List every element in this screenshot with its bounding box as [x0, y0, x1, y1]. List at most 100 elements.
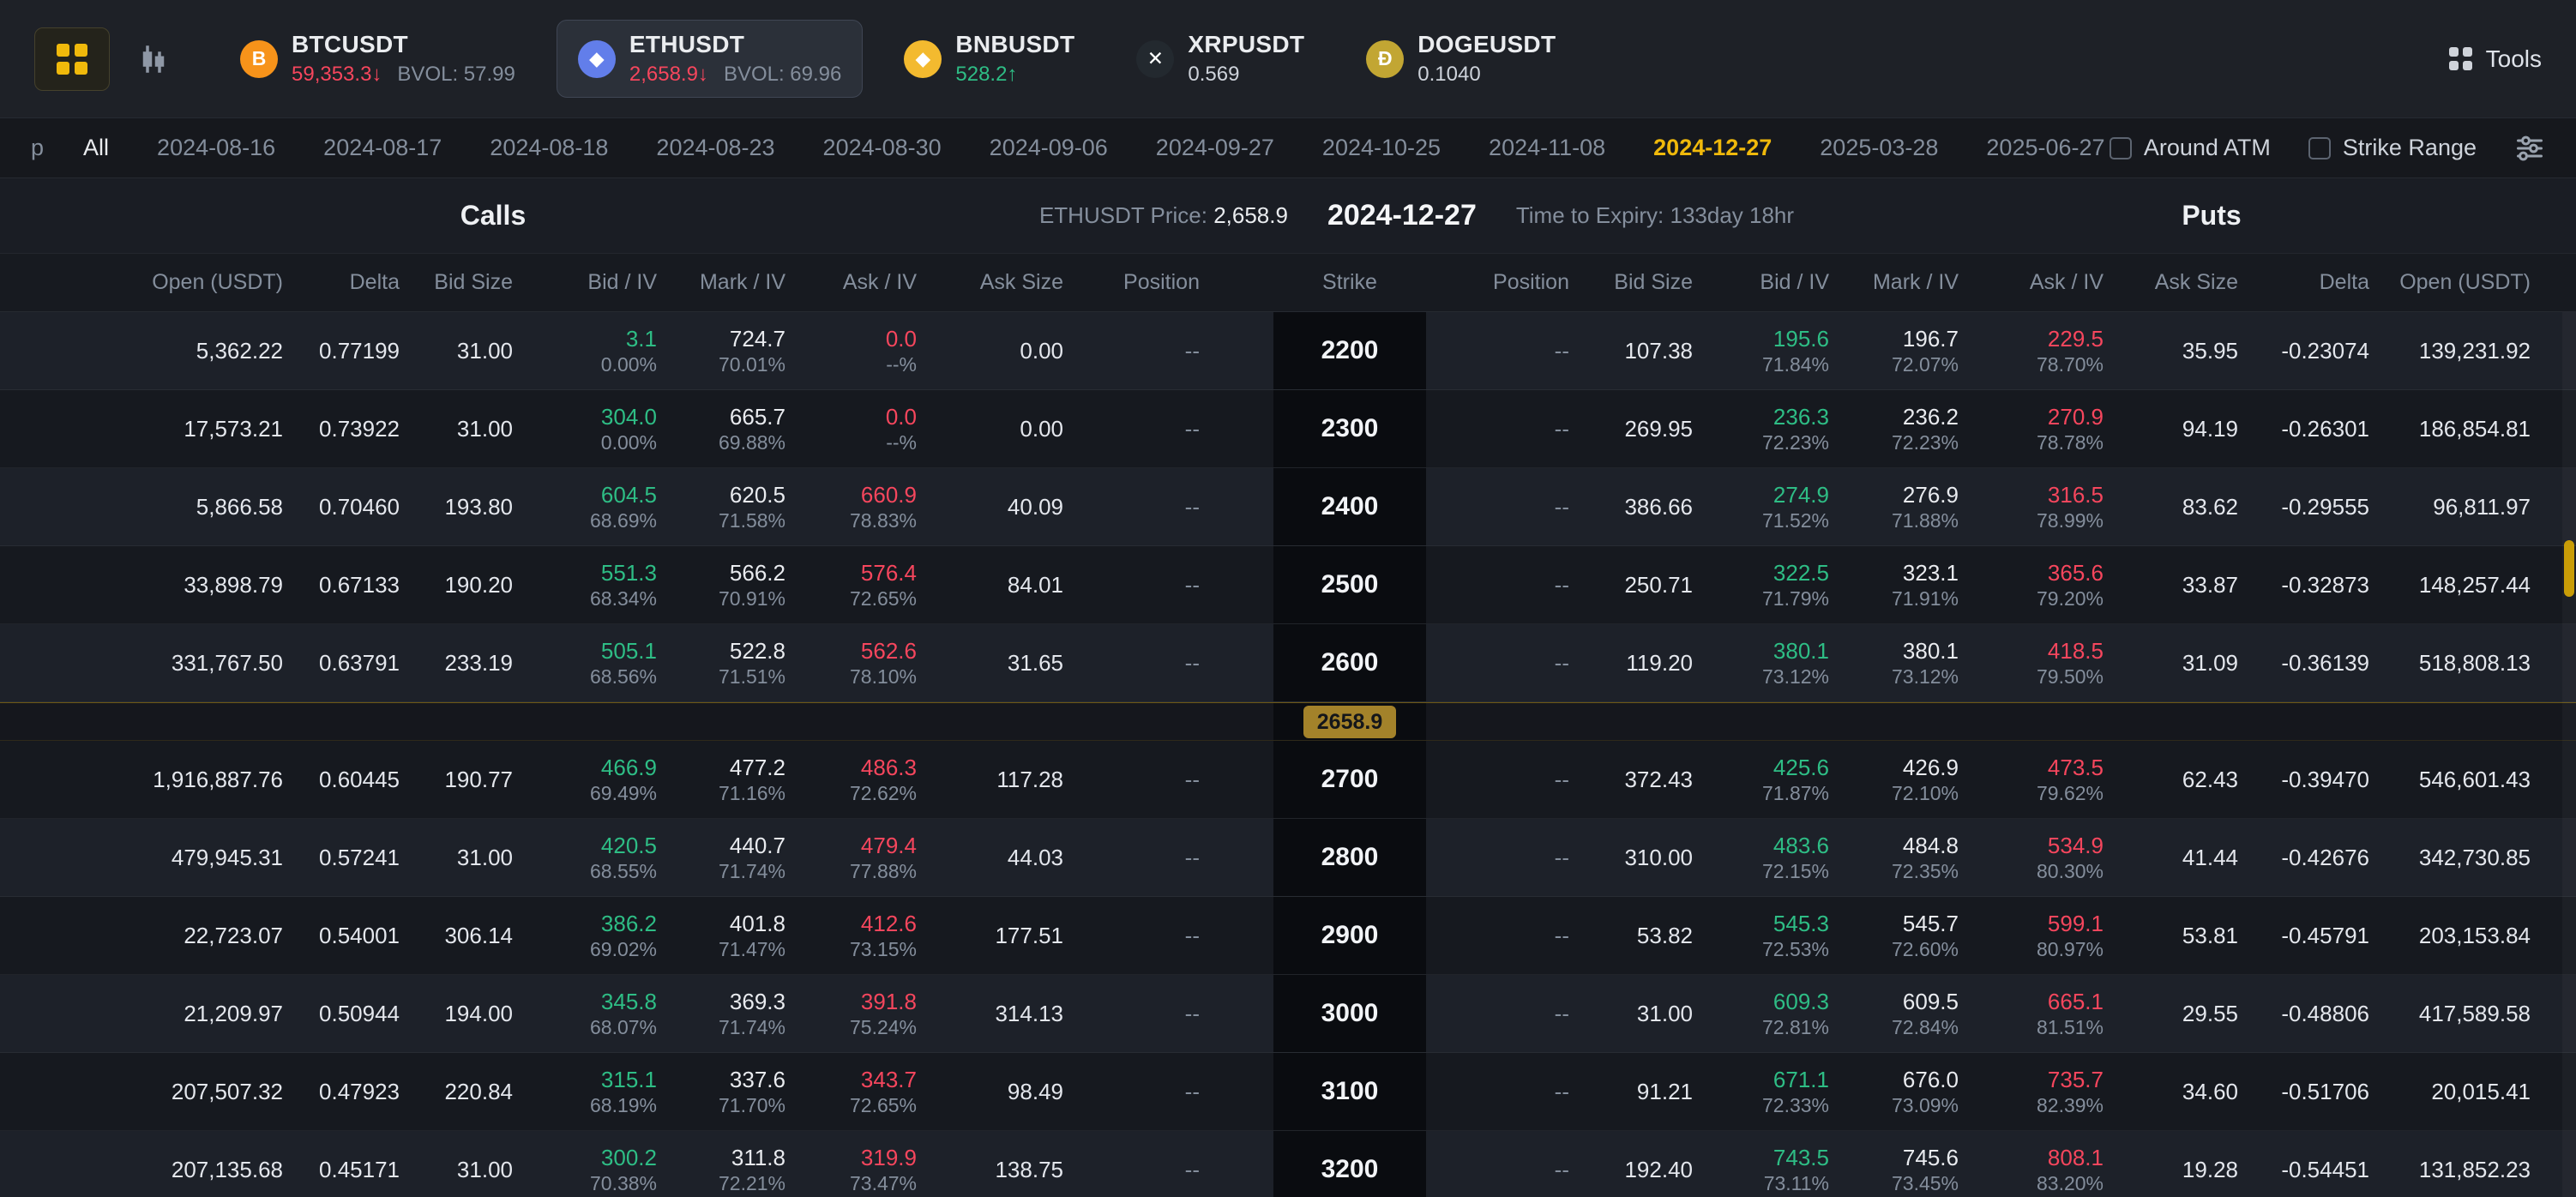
date-tab-2024-09-06[interactable]: 2024-09-06	[989, 135, 1108, 160]
call-bid[interactable]: 3.1 0.00%	[513, 312, 657, 389]
put-bid[interactable]: 274.9 71.52%	[1693, 468, 1829, 545]
date-tab-2024-11-08[interactable]: 2024-11-08	[1489, 135, 1606, 160]
put-ask[interactable]: 534.9 80.30%	[1959, 819, 2104, 896]
put-mark[interactable]: 196.7 72.07%	[1829, 312, 1959, 389]
call-bid[interactable]: 604.5 68.69%	[513, 468, 657, 545]
put-ask[interactable]: 365.6 79.20%	[1959, 546, 2104, 623]
call-bid[interactable]: 420.5 68.55%	[513, 819, 657, 896]
put-ask[interactable]: 473.5 79.62%	[1959, 741, 2104, 818]
put-mark[interactable]: 545.7 72.60%	[1829, 897, 1959, 974]
date-tab-2024-08-18[interactable]: 2024-08-18	[490, 135, 609, 160]
put-bid[interactable]: 195.6 71.84%	[1693, 312, 1829, 389]
call-bid[interactable]: 300.2 70.38%	[513, 1131, 657, 1197]
ticker-ethusdt[interactable]: ◆ ETHUSDT 2,658.9↓ BVOL: 69.96	[556, 20, 864, 98]
call-mark[interactable]: 665.7 69.88%	[657, 390, 785, 467]
call-ask[interactable]: 343.7 72.65%	[785, 1053, 917, 1130]
put-mark[interactable]: 380.1 73.12%	[1829, 624, 1959, 701]
put-bid[interactable]: 609.3 72.81%	[1693, 975, 1829, 1052]
chart-icon[interactable]	[135, 41, 172, 77]
ticker-btcusdt[interactable]: B BTCUSDT 59,353.3↓ BVOL: 57.99	[220, 21, 536, 97]
call-mark[interactable]: 724.7 70.01%	[657, 312, 785, 389]
put-bid[interactable]: 236.3 72.23%	[1693, 390, 1829, 467]
strike-range-checkbox[interactable]: Strike Range	[2308, 135, 2477, 161]
date-tab-2024-08-30[interactable]: 2024-08-30	[822, 135, 942, 160]
call-ask[interactable]: 412.6 73.15%	[785, 897, 917, 974]
call-ask[interactable]: 0.0 --%	[785, 312, 917, 389]
call-ask-iv: --%	[886, 430, 917, 454]
date-tab-all[interactable]: All	[83, 135, 110, 160]
ticker-bnbusdt[interactable]: ◆ BNBUSDT 528.2↑	[883, 21, 1095, 97]
date-tab-2025-03-28[interactable]: 2025-03-28	[1820, 135, 1939, 160]
call-bid[interactable]: 551.3 68.34%	[513, 546, 657, 623]
put-bid[interactable]: 545.3 72.53%	[1693, 897, 1829, 974]
date-tab-2024-10-25[interactable]: 2024-10-25	[1321, 135, 1441, 160]
put-ask[interactable]: 270.9 78.78%	[1959, 390, 2104, 467]
put-ask[interactable]: 808.1 83.20%	[1959, 1131, 2104, 1197]
call-mark[interactable]: 440.7 71.74%	[657, 819, 785, 896]
put-mark[interactable]: 745.6 73.45%	[1829, 1131, 1959, 1197]
call-mark[interactable]: 369.3 71.74%	[657, 975, 785, 1052]
call-ask[interactable]: 660.9 78.83%	[785, 468, 917, 545]
date-tab-2024-08-17[interactable]: 2024-08-17	[323, 135, 442, 160]
ticker-xrpusdt[interactable]: ✕ XRPUSDT 0.569	[1116, 21, 1325, 97]
put-bid[interactable]: 671.1 72.33%	[1693, 1053, 1829, 1130]
call-mark[interactable]: 620.5 71.58%	[657, 468, 785, 545]
call-ask[interactable]: 479.4 77.88%	[785, 819, 917, 896]
put-mark[interactable]: 276.9 71.88%	[1829, 468, 1959, 545]
call-bid[interactable]: 466.9 69.49%	[513, 741, 657, 818]
around-atm-checkbox[interactable]: Around ATM	[2109, 135, 2271, 161]
scrollbar-thumb[interactable]	[2564, 540, 2574, 597]
put-ask-value: 599.1	[2047, 910, 2104, 936]
call-mark[interactable]: 311.8 72.21%	[657, 1131, 785, 1197]
call-bid[interactable]: 386.2 69.02%	[513, 897, 657, 974]
ticker-dogeusdt[interactable]: Ð DOGEUSDT 0.1040	[1345, 21, 1576, 97]
put-bid[interactable]: 743.5 73.11%	[1693, 1131, 1829, 1197]
call-mark[interactable]: 337.6 71.70%	[657, 1053, 785, 1130]
put-bid[interactable]: 483.6 72.15%	[1693, 819, 1829, 896]
date-tab-2024-12-27[interactable]: 2024-12-27	[1653, 135, 1773, 160]
put-ask[interactable]: 735.7 82.39%	[1959, 1053, 2104, 1130]
put-mark-iv: 72.07%	[1891, 352, 1959, 376]
put-ask[interactable]: 316.5 78.99%	[1959, 468, 2104, 545]
call-mark[interactable]: 477.2 71.16%	[657, 741, 785, 818]
call-ask[interactable]: 391.8 75.24%	[785, 975, 917, 1052]
filter-icon[interactable]	[2514, 133, 2545, 164]
call-ask[interactable]: 319.9 73.47%	[785, 1131, 917, 1197]
date-tab-2024-08-23[interactable]: 2024-08-23	[656, 135, 775, 160]
put-position: --	[1554, 1000, 1569, 1026]
put-mark[interactable]: 236.2 72.23%	[1829, 390, 1959, 467]
put-ask[interactable]: 599.1 80.97%	[1959, 897, 2104, 974]
call-ask[interactable]: 486.3 72.62%	[785, 741, 917, 818]
call-ask[interactable]: 562.6 78.10%	[785, 624, 917, 701]
ticker-price-row: 2,658.9↓ BVOL: 69.96	[629, 63, 842, 87]
date-tab-2024-09-27[interactable]: 2024-09-27	[1155, 135, 1274, 160]
put-ask[interactable]: 665.1 81.51%	[1959, 975, 2104, 1052]
date-tab-2025-06-27[interactable]: 2025-06-27	[1986, 135, 2105, 160]
put-bid[interactable]: 322.5 71.79%	[1693, 546, 1829, 623]
call-bid[interactable]: 304.0 0.00%	[513, 390, 657, 467]
put-ask[interactable]: 229.5 78.70%	[1959, 312, 2104, 389]
call-ask-value: 0.0	[885, 325, 917, 352]
call-bid[interactable]: 315.1 68.19%	[513, 1053, 657, 1130]
call-ask[interactable]: 0.0 --%	[785, 390, 917, 467]
call-bid[interactable]: 505.1 68.56%	[513, 624, 657, 701]
option-row-2800: 479,945.31 0.57241 31.00 420.5 68.55% 440.7 71…	[0, 819, 2576, 897]
put-bid[interactable]: 380.1 73.12%	[1693, 624, 1829, 701]
put-ask[interactable]: 418.5 79.50%	[1959, 624, 2104, 701]
put-bid[interactable]: 425.6 71.87%	[1693, 741, 1829, 818]
call-mark[interactable]: 401.8 71.47%	[657, 897, 785, 974]
date-tab-2024-08-16[interactable]: 2024-08-16	[157, 135, 276, 160]
ticker-price-row: 0.569	[1188, 63, 1304, 87]
scrollbar-track[interactable]	[2562, 312, 2576, 1197]
call-mark[interactable]: 522.8 71.51%	[657, 624, 785, 701]
put-mark[interactable]: 484.8 72.35%	[1829, 819, 1959, 896]
menu-button[interactable]	[34, 27, 110, 91]
call-mark[interactable]: 566.2 70.91%	[657, 546, 785, 623]
put-mark[interactable]: 676.0 73.09%	[1829, 1053, 1959, 1130]
tools-button[interactable]: Tools	[2448, 45, 2542, 73]
put-mark[interactable]: 609.5 72.84%	[1829, 975, 1959, 1052]
put-mark[interactable]: 426.9 72.10%	[1829, 741, 1959, 818]
put-mark[interactable]: 323.1 71.91%	[1829, 546, 1959, 623]
call-ask[interactable]: 576.4 72.65%	[785, 546, 917, 623]
call-bid[interactable]: 345.8 68.07%	[513, 975, 657, 1052]
